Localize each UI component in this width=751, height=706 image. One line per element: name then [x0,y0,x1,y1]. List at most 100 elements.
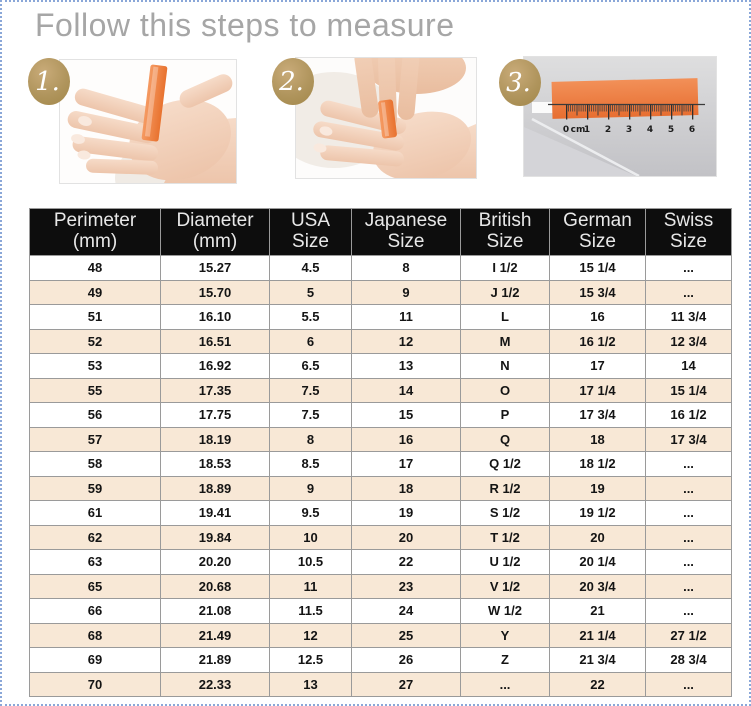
table-cell: 53 [29,353,161,379]
table-row: 56 17.75 7.5 15 P 17 3/4 16 1/2 [29,402,732,428]
table-cell: 12 [269,622,352,648]
table-cell: I 1/2 [460,255,550,281]
table-cell: R 1/2 [460,475,550,501]
table-cell: O [460,377,550,403]
table-header-row: Perimeter (mm) Diameter (mm) USA Size Japan… [29,208,732,256]
table-cell: J 1/2 [460,279,550,305]
table-cell: 15.70 [160,279,270,305]
table-cell: 10.5 [269,549,352,575]
table-cell: 19 1/2 [549,500,646,526]
table-cell: 17 1/4 [549,377,646,403]
table-cell: ... [645,255,732,281]
table-row: 58 18.53 8.5 17 Q 1/2 18 1/2... [29,451,732,477]
ruler-label: 3 [626,125,632,135]
table-cell: 11.5 [269,598,352,624]
table-cell: 8 [351,255,461,281]
table-cell: 14 [645,353,732,379]
paper-fold [524,127,636,176]
table-cell: ... [645,500,732,526]
ruler-label: 2 [605,125,611,135]
table-cell: 18.53 [160,451,270,477]
table-cell: Q [460,426,550,452]
table-cell: 15 3/4 [549,279,646,305]
table-cell: 16 1/2 [549,328,646,354]
table-cell: 23 [351,573,461,599]
table-cell: U 1/2 [460,549,550,575]
table-cell: 19 [351,500,461,526]
table-cell: 6 [269,328,352,354]
table-cell: 20 3/4 [549,573,646,599]
header-diameter: Diameter (mm) [160,208,270,256]
table-cell: 68 [29,622,161,648]
table-cell: 16 1/2 [645,402,732,428]
table-cell: 20.20 [160,549,270,575]
table-cell: 16 [549,304,646,330]
table-cell: T 1/2 [460,524,550,550]
table-cell: S 1/2 [460,500,550,526]
ruler-label: 6 [689,125,695,135]
measuring-strip [141,64,168,142]
table-cell: ... [645,598,732,624]
strip-end-tab [532,102,560,113]
table-cell: Z [460,647,550,673]
table-cell: 5 [269,279,352,305]
table-cell: 12 [351,328,461,354]
table-cell: 59 [29,475,161,501]
table-cell: 21 1/4 [549,622,646,648]
table-cell: 20 1/4 [549,549,646,575]
table-cell: 17 3/4 [645,426,732,452]
table-cell: 9 [269,475,352,501]
table-cell: 10 [269,524,352,550]
table-cell: ... [645,475,732,501]
table-cell: ... [645,279,732,305]
table-cell: 14 [351,377,461,403]
step-1-badge: 1. [28,58,70,105]
table-row: 52 16.51 6 12 M 16 1/2 12 3/4 [29,328,732,354]
table-cell: Y [460,622,550,648]
header-german-size: German Size [549,208,646,256]
ring-size-table: Perimeter (mm) Diameter (mm) USA Size Japan… [29,208,732,697]
table-row: 70 22.33 13 27... 22... [29,671,732,697]
table-cell: 16 [351,426,461,452]
table-cell: 16.92 [160,353,270,379]
table-cell: 9.5 [269,500,352,526]
table-row: 65 20.68 11 23 V 1/2 20 3/4... [29,573,732,599]
table-cell: 21.08 [160,598,270,624]
table-cell: ... [645,573,732,599]
table-cell: L [460,304,550,330]
table-cell: 15 1/4 [645,377,732,403]
header-japanese-size: Japanese Size [351,208,461,256]
table-cell: P [460,402,550,428]
ruler-scale-labels: 0 cm 1 2 3 4 5 6 [563,125,695,135]
table-row: 62 19.84 10 20 T 1/2 20... [29,524,732,550]
header-swiss-size: Swiss Size [645,208,732,256]
ruler-label: 0 [563,125,569,135]
table-cell: ... [460,671,550,697]
table-row: 55 17.35 7.5 14 O 17 1/4 15 1/4 [29,377,732,403]
table-cell: 18 [351,475,461,501]
table-cell: 22.33 [160,671,270,697]
table-cell: 18.19 [160,426,270,452]
table-cell: 4.5 [269,255,352,281]
table-cell: 15 1/4 [549,255,646,281]
header-usa-size: USA Size [269,208,352,256]
table-cell: N [460,353,550,379]
step-1-photo [59,59,237,184]
table-row: 53 16.92 6.5 13 N 17 14 [29,353,732,379]
table-cell: 61 [29,500,161,526]
table-cell: 17 [351,451,461,477]
step-3-badge: 3. [499,59,541,106]
table-cell: 48 [29,255,161,281]
table-cell: 51 [29,304,161,330]
table-cell: 21.89 [160,647,270,673]
table-cell: 22 [549,671,646,697]
table-cell: 20 [351,524,461,550]
table-cell: 27 [351,671,461,697]
table-cell: 15 [351,402,461,428]
table-cell: 19.41 [160,500,270,526]
table-cell: 18.89 [160,475,270,501]
table-cell: 27 1/2 [645,622,732,648]
table-cell: 11 3/4 [645,304,732,330]
table-cell: 56 [29,402,161,428]
